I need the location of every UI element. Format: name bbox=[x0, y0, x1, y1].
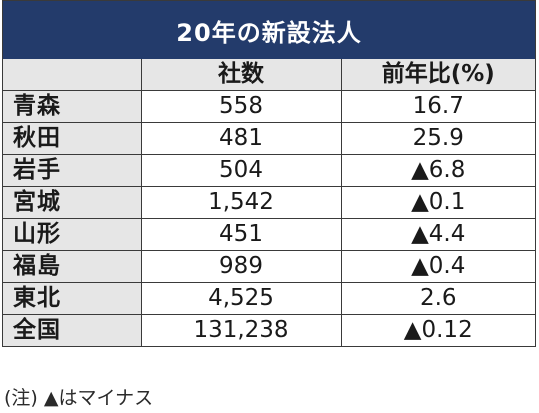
company-count: 1,542 bbox=[140, 186, 342, 219]
ratio-column-header: 前年比(%) bbox=[340, 59, 535, 91]
data-table-container: 20年の新設法人 社数 前年比(%) 青森 558 16.7 秋田 481 25… bbox=[2, 0, 536, 347]
yoy-change: 25.9 bbox=[340, 122, 535, 155]
company-count: 989 bbox=[140, 250, 342, 283]
company-count: 481 bbox=[140, 122, 342, 155]
table-row: 東北 4,525 2.6 bbox=[3, 282, 535, 315]
company-count: 504 bbox=[140, 154, 342, 187]
table-row: 青森 558 16.7 bbox=[3, 90, 535, 123]
region-name: 秋田 bbox=[3, 122, 142, 155]
region-name: 全国 bbox=[3, 314, 142, 346]
table-row: 福島 989 ▲0.4 bbox=[3, 250, 535, 283]
yoy-change: 2.6 bbox=[340, 282, 535, 315]
count-column-header: 社数 bbox=[140, 59, 342, 91]
company-count: 131,238 bbox=[140, 314, 342, 346]
region-name: 青森 bbox=[3, 90, 142, 123]
table-title: 20年の新設法人 bbox=[3, 1, 535, 59]
table-row: 全国 131,238 ▲0.12 bbox=[3, 314, 535, 346]
new-corporations-table: 社数 前年比(%) 青森 558 16.7 秋田 481 25.9 岩手 504… bbox=[3, 59, 535, 346]
table-row: 山形 451 ▲4.4 bbox=[3, 218, 535, 251]
header-row: 社数 前年比(%) bbox=[3, 59, 535, 91]
yoy-change: ▲0.4 bbox=[340, 250, 535, 283]
region-name: 宮城 bbox=[3, 186, 142, 219]
footnote: (注) ▲はマイナス bbox=[4, 387, 154, 409]
yoy-change: ▲0.12 bbox=[340, 314, 535, 346]
region-column-header bbox=[3, 59, 142, 91]
region-name: 山形 bbox=[3, 218, 142, 251]
table-row: 宮城 1,542 ▲0.1 bbox=[3, 186, 535, 219]
table-row: 秋田 481 25.9 bbox=[3, 122, 535, 155]
yoy-change: ▲6.8 bbox=[340, 154, 535, 187]
company-count: 4,525 bbox=[140, 282, 342, 315]
yoy-change: ▲4.4 bbox=[340, 218, 535, 251]
region-name: 岩手 bbox=[3, 154, 142, 187]
company-count: 451 bbox=[140, 218, 342, 251]
yoy-change: ▲0.1 bbox=[340, 186, 535, 219]
table-row: 岩手 504 ▲6.8 bbox=[3, 154, 535, 187]
yoy-change: 16.7 bbox=[340, 90, 535, 123]
region-name: 福島 bbox=[3, 250, 142, 283]
region-name: 東北 bbox=[3, 282, 142, 315]
company-count: 558 bbox=[140, 90, 342, 123]
